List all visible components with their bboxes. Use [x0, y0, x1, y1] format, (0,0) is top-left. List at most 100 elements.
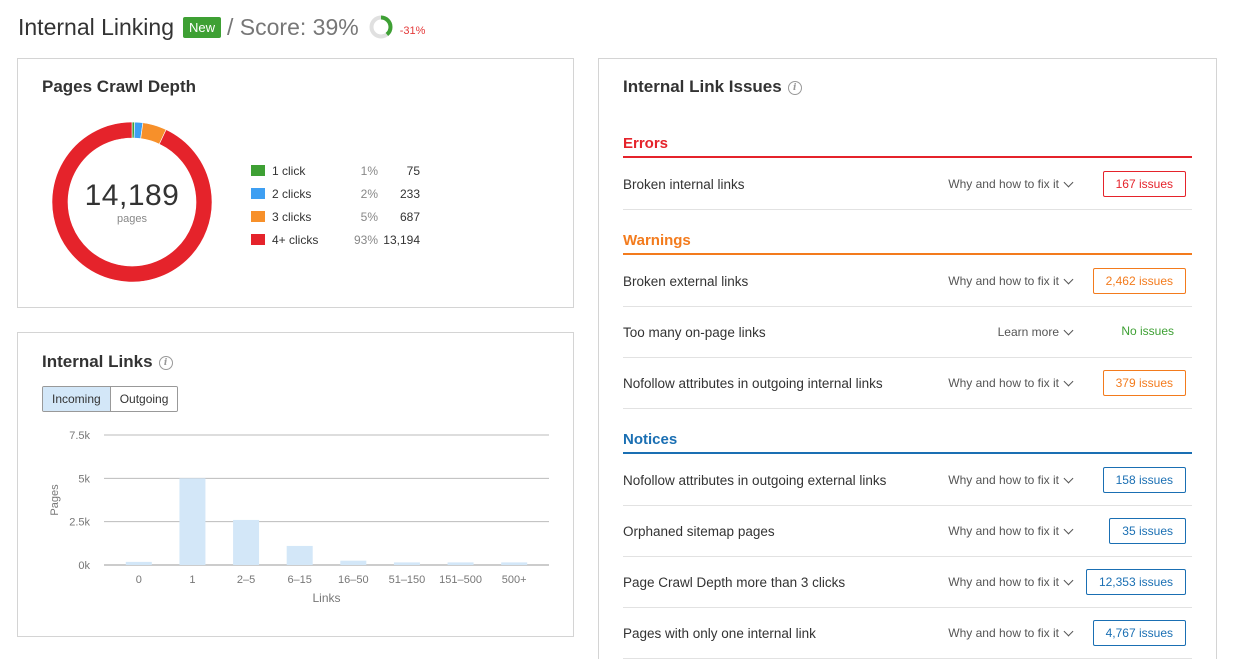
page-header: Internal Linking New / Score: 39% -31%: [18, 12, 425, 42]
issue-name: Pages with only one internal link: [623, 625, 816, 641]
legend-row[interactable]: 3 clicks 5% 687: [251, 205, 420, 228]
legend-label: 3 clicks: [272, 209, 312, 224]
crawl-depth-title: Pages Crawl Depth: [42, 77, 196, 96]
help-text: Why and how to fix it: [948, 376, 1059, 390]
bar[interactable]: [393, 562, 420, 565]
issues-count-button[interactable]: 167 issues: [1102, 171, 1186, 197]
learn-more-link[interactable]: Learn more: [997, 325, 1074, 339]
legend-row[interactable]: 4+ clicks 93% 13,194: [251, 228, 420, 251]
issues-count-button[interactable]: 379 issues: [1102, 370, 1186, 396]
crawl-depth-donut[interactable]: 14,189 pages: [51, 121, 213, 283]
legend-row[interactable]: 2 clicks 2% 233: [251, 182, 420, 205]
chevron-down-icon: [1063, 274, 1074, 284]
bar[interactable]: [179, 478, 206, 565]
issue-name: Too many on-page links: [623, 324, 766, 340]
why-fix-link[interactable]: Why and how to fix it: [948, 524, 1074, 538]
issue-name: Broken internal links: [623, 176, 745, 192]
no-issues-label: No issues: [1121, 324, 1174, 338]
internal-links-card: Internal Links i Incoming Outgoing 0k 2.5k…: [17, 332, 574, 637]
issue-name: Nofollow attributes in outgoing internal…: [623, 375, 883, 391]
legend-value: 75: [406, 163, 420, 178]
badge-cell: No issues: [1086, 319, 1186, 345]
legend-row[interactable]: 1 click 1% 75: [251, 159, 420, 182]
new-badge: New: [183, 16, 222, 38]
donut-slice-4[interactable]: [51, 121, 213, 283]
why-fix-link[interactable]: Why and how to fix it: [948, 473, 1074, 487]
bar[interactable]: [286, 545, 313, 565]
internal-links-bar-chart: 0k 2.5k 5k 7.5k Pages 0 1 2–5 6–15 16–50 51–150 151…: [49, 430, 549, 605]
chevron-down-icon: [1063, 473, 1074, 483]
x-axis-label: Links: [312, 591, 340, 605]
why-fix-link[interactable]: Why and how to fix it: [948, 274, 1074, 288]
issues-count-button[interactable]: 2,462 issues: [1092, 268, 1186, 294]
chevron-down-icon: [1063, 626, 1074, 636]
issue-name: Orphaned sitemap pages: [623, 523, 775, 539]
issues-count-button[interactable]: 4,767 issues: [1092, 620, 1186, 646]
y-tick-label: 2.5k: [69, 517, 90, 529]
legend-pct: 1%: [360, 163, 378, 178]
badge-cell: 379 issues: [1086, 370, 1186, 396]
why-fix-link[interactable]: Why and how to fix it: [948, 376, 1074, 390]
internal-links-title: Internal Links i: [42, 352, 173, 372]
issue-name: Page Crawl Depth more than 3 clicks: [623, 574, 846, 590]
crawl-depth-card: Pages Crawl Depth 14,189 pages 1 click 1…: [17, 58, 574, 308]
section-notices: Notices: [623, 431, 1192, 454]
chevron-down-icon: [1063, 177, 1074, 187]
legend-pct: 93%: [353, 232, 378, 247]
x-tick-label: 151–500: [439, 574, 482, 586]
legend-swatch: [251, 211, 265, 222]
bar[interactable]: [125, 561, 152, 565]
issues-count-button[interactable]: 12,353 issues: [1085, 569, 1186, 595]
badge-cell: 167 issues: [1086, 171, 1186, 197]
info-icon[interactable]: i: [158, 355, 173, 370]
info-icon[interactable]: i: [787, 80, 802, 95]
help-text: Learn more: [997, 325, 1059, 339]
tab-incoming[interactable]: Incoming: [43, 387, 111, 411]
legend-value: 13,194: [383, 232, 420, 247]
tab-outgoing[interactable]: Outgoing: [110, 387, 178, 411]
issue-row: Broken internal links Why and how to fix…: [623, 159, 1192, 210]
issue-name: Broken external links: [623, 273, 749, 289]
bar[interactable]: [501, 562, 528, 565]
why-fix-link[interactable]: Why and how to fix it: [948, 575, 1074, 589]
bar[interactable]: [340, 560, 367, 565]
issues-count-button[interactable]: 158 issues: [1102, 467, 1186, 493]
legend-swatch: [251, 165, 265, 176]
help-text: Why and how to fix it: [948, 575, 1059, 589]
chevron-down-icon: [1063, 376, 1074, 386]
bar[interactable]: [447, 562, 474, 565]
issue-row: Pages with only one internal link Why an…: [623, 608, 1192, 659]
chevron-down-icon: [1063, 524, 1074, 534]
help-text: Why and how to fix it: [948, 177, 1059, 191]
why-fix-link[interactable]: Why and how to fix it: [948, 177, 1074, 191]
why-fix-link[interactable]: Why and how to fix it: [948, 626, 1074, 640]
x-tick-label: 16–50: [338, 574, 369, 586]
y-tick-label: 5k: [78, 473, 90, 485]
help-text: Why and how to fix it: [948, 274, 1059, 288]
score-delta: -31%: [399, 25, 426, 37]
section-errors: Errors: [623, 135, 1192, 158]
legend-label: 1 click: [272, 163, 306, 178]
x-tick-label: 0: [136, 574, 142, 586]
issue-row: Page Crawl Depth more than 3 clicks Why …: [623, 557, 1192, 608]
page-title: Internal Linking: [18, 13, 174, 40]
badge-cell: 4,767 issues: [1086, 620, 1186, 646]
issue-row: Orphaned sitemap pages Why and how to fi…: [623, 506, 1192, 557]
y-tick-label: 0k: [78, 560, 90, 572]
issue-row: Too many on-page links Learn more No iss…: [623, 307, 1192, 358]
x-tick-label: 6–15: [287, 574, 311, 586]
issue-row: Nofollow attributes in outgoing internal…: [623, 358, 1192, 409]
issues-title-text: Internal Link Issues: [623, 77, 782, 96]
help-text: Why and how to fix it: [948, 524, 1059, 538]
chevron-down-icon: [1063, 575, 1074, 585]
issue-row: Broken external links Why and how to fix…: [623, 256, 1192, 307]
score-ring-icon: [369, 15, 393, 39]
section-warnings: Warnings: [623, 232, 1192, 255]
donut-chart: [51, 121, 213, 283]
x-tick-label: 500+: [502, 574, 527, 586]
y-axis-label: Pages: [49, 484, 61, 516]
issues-count-button[interactable]: 35 issues: [1109, 518, 1186, 544]
bar[interactable]: [233, 519, 260, 565]
x-tick-label: 51–150: [389, 574, 426, 586]
links-direction-toggle: Incoming Outgoing: [42, 386, 179, 412]
